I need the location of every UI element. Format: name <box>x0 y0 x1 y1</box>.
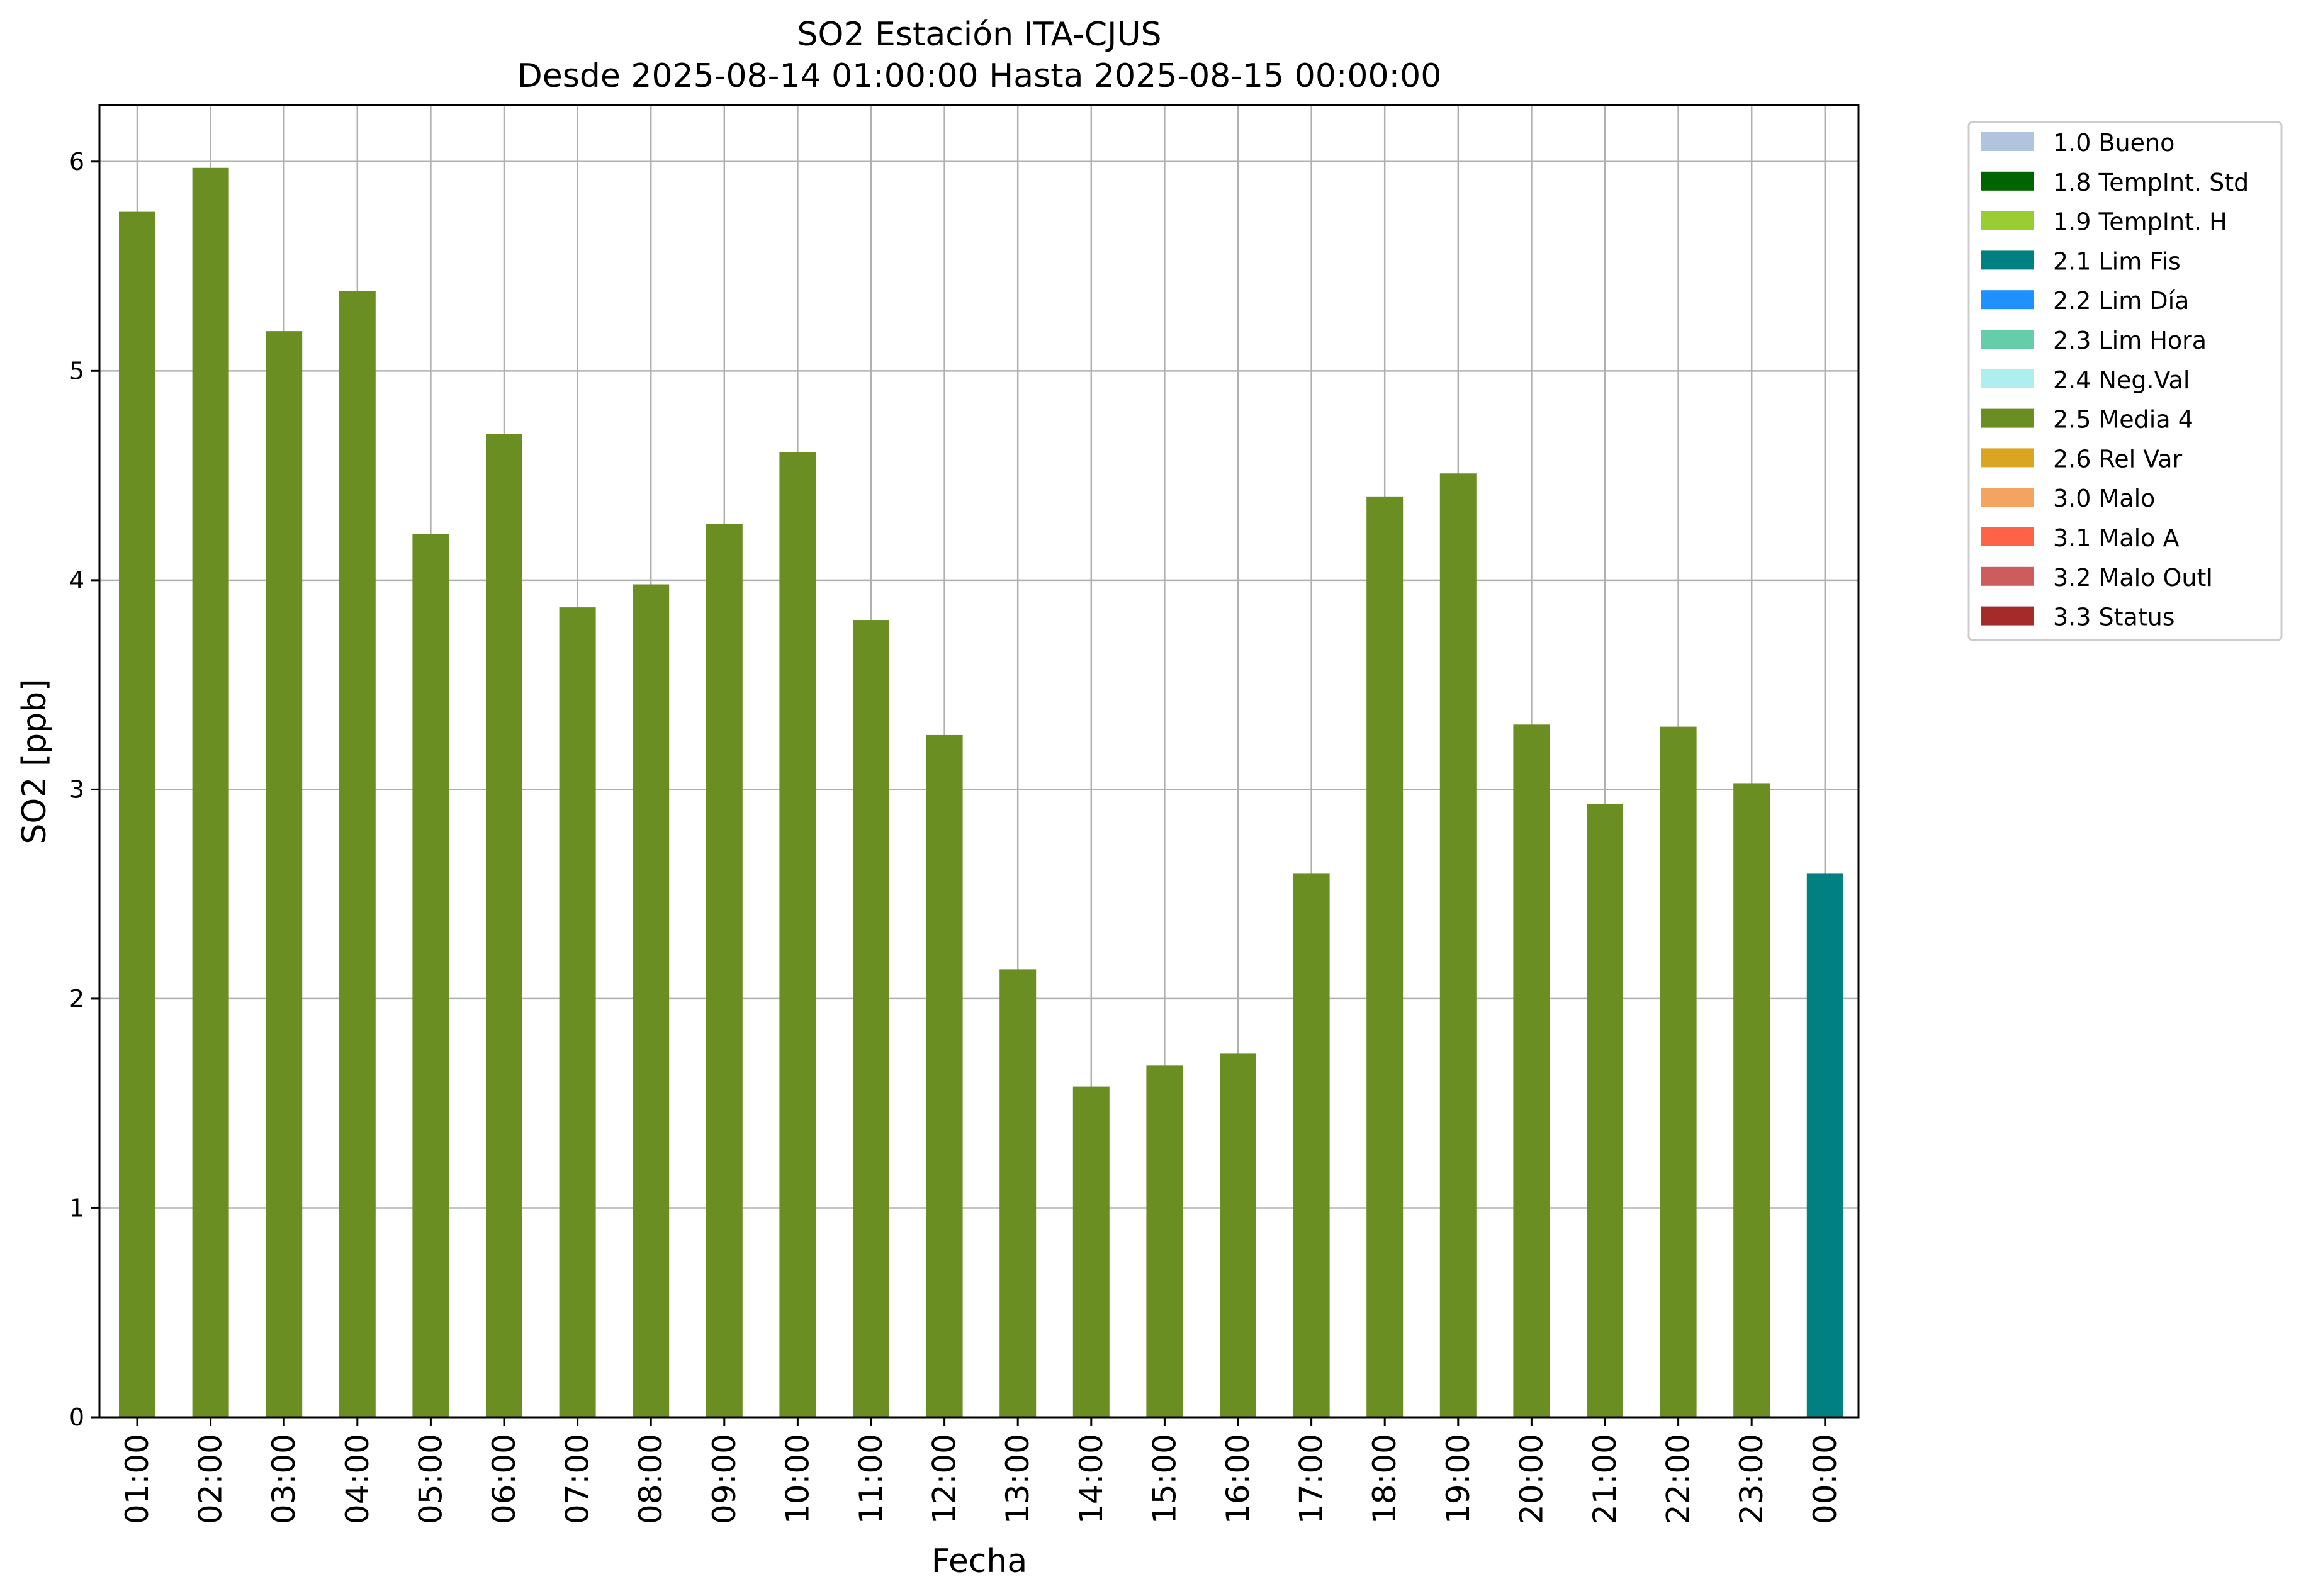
bar-1400 <box>1072 1086 1110 1417</box>
legend-entry-label: 1.0 Bueno <box>2053 129 2174 157</box>
legend-swatch <box>1981 330 2034 349</box>
bar-0400 <box>339 291 376 1418</box>
bar-1000 <box>779 452 816 1418</box>
x-tick-label: 15:00 <box>1146 1434 1183 1524</box>
y-tick-label: 3 <box>69 775 84 803</box>
y-tick-label: 5 <box>69 357 84 385</box>
y-tick-label: 4 <box>69 566 84 594</box>
x-tick-label: 03:00 <box>266 1434 302 1524</box>
y-tick-label: 1 <box>69 1194 84 1222</box>
legend-swatch <box>1981 527 2034 546</box>
legend-entry-label: 2.4 Neg.Val <box>2053 366 2190 394</box>
x-tick-label: 04:00 <box>339 1434 376 1524</box>
x-tick-label: 19:00 <box>1440 1434 1477 1524</box>
bars <box>119 167 1843 1418</box>
bar-2000 <box>1513 724 1550 1417</box>
bar-0800 <box>633 584 670 1417</box>
x-tick-label: 10:00 <box>779 1434 816 1524</box>
bar-2100 <box>1587 804 1623 1417</box>
x-tick-label: 05:00 <box>412 1434 449 1524</box>
legend-entry-label: 1.8 TempInt. Std <box>2053 169 2249 196</box>
legend-entry-label: 3.3 Status <box>2053 604 2175 631</box>
legend-entry-label: 1.9 TempInt. H <box>2053 208 2227 236</box>
legend-swatch <box>1981 566 2034 586</box>
legend-entry-label: 2.2 Lim Día <box>2053 287 2189 315</box>
bar-1900 <box>1439 473 1477 1417</box>
bar-1100 <box>853 620 889 1417</box>
legend-swatch <box>1981 408 2034 428</box>
bar-1700 <box>1293 873 1330 1417</box>
axis-ticks: 0 1 2 3 4 5 6 01:00 02:00 03:00 04:00 05:00 06:00 07:… <box>69 148 1843 1524</box>
bar-1200 <box>926 734 963 1417</box>
x-tick-label: 06:00 <box>486 1434 522 1524</box>
bar-1600 <box>1220 1053 1256 1417</box>
bar-1300 <box>999 969 1037 1417</box>
bar-0200 <box>192 167 229 1418</box>
x-tick-label: 13:00 <box>999 1434 1036 1524</box>
legend-entry-label: 2.3 Lim Hora <box>2053 327 2207 354</box>
y-axis-label: SO2 [ppb] <box>16 678 53 844</box>
chart-subtitle: Desde 2025-08-14 01:00:00 Hasta 2025-08-… <box>517 57 1442 95</box>
legend-swatch <box>1981 171 2034 191</box>
x-tick-label: 09:00 <box>706 1434 743 1524</box>
x-tick-label: 11:00 <box>853 1434 889 1524</box>
legend-entry-label: 3.0 Malo <box>2053 485 2155 512</box>
legend: 1.0 Bueno 1.8 TempInt. Std 1.9 TempInt. H 2… <box>1967 121 2283 641</box>
bar-2200 <box>1660 726 1697 1417</box>
bar-2300 <box>1733 783 1770 1417</box>
bar-0500 <box>412 534 449 1418</box>
bar-0900 <box>706 524 743 1417</box>
legend-entry-label: 2.5 Media 4 <box>2053 406 2193 434</box>
x-tick-label: 12:00 <box>926 1434 963 1524</box>
legend-swatch <box>1981 132 2034 151</box>
legend-swatch <box>1981 211 2034 230</box>
legend-swatch <box>1981 250 2034 270</box>
y-tick-label: 6 <box>69 148 84 176</box>
x-tick-label: 17:00 <box>1293 1434 1330 1524</box>
plot-frame <box>98 104 1860 1419</box>
x-tick-label: 07:00 <box>560 1434 596 1524</box>
bar-0700 <box>559 607 596 1417</box>
legend-box <box>1967 121 2283 641</box>
legend-swatch <box>1981 369 2034 388</box>
legend-swatch <box>1981 290 2034 310</box>
x-tick-label: 23:00 <box>1733 1434 1770 1524</box>
x-tick-label: 00:00 <box>1807 1434 1843 1524</box>
x-tick-label: 01:00 <box>119 1434 155 1524</box>
legend-swatch <box>1981 448 2034 468</box>
bar-1800 <box>1366 496 1404 1418</box>
chart-title: SO2 Estación ITA-CJUS <box>797 16 1161 53</box>
legend-swatch <box>1981 488 2034 507</box>
x-axis-label: Fecha <box>931 1543 1027 1580</box>
legend-entry-label: 3.1 Malo A <box>2053 524 2179 552</box>
x-tick-label: 18:00 <box>1366 1434 1403 1524</box>
bar-0300 <box>266 331 303 1418</box>
bar-0100 <box>119 211 155 1418</box>
x-tick-label: 21:00 <box>1587 1434 1623 1524</box>
bar-0000 <box>1806 873 1843 1417</box>
legend-swatch <box>1981 606 2034 626</box>
x-tick-label: 14:00 <box>1073 1434 1110 1524</box>
legend-entry-label: 3.2 Malo Outl <box>2053 564 2213 592</box>
x-tick-label: 20:00 <box>1513 1434 1550 1524</box>
bar-0600 <box>486 434 522 1418</box>
x-tick-label: 22:00 <box>1660 1434 1697 1524</box>
x-tick-label: 08:00 <box>633 1434 669 1524</box>
x-tick-label: 02:00 <box>193 1434 229 1524</box>
legend-entry-label: 2.1 Lim Fis <box>2053 247 2181 275</box>
y-tick-label: 0 <box>69 1403 84 1431</box>
y-tick-label: 2 <box>69 985 84 1013</box>
bar-1500 <box>1146 1065 1183 1417</box>
x-tick-label: 16:00 <box>1220 1434 1256 1524</box>
legend-entry-label: 2.6 Rel Var <box>2053 445 2183 473</box>
